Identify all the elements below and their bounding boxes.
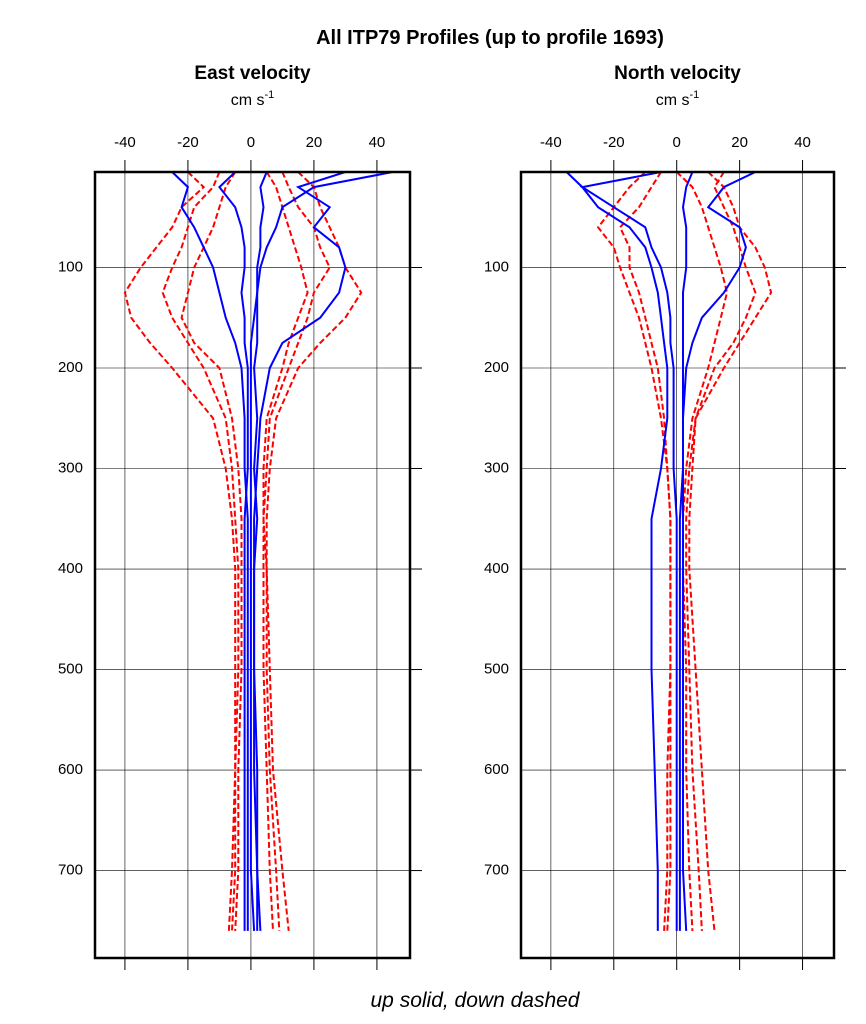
plot-frame bbox=[93, 170, 412, 960]
y-tick-label: 500 bbox=[58, 661, 83, 678]
down-profile bbox=[265, 172, 363, 932]
x-tick-label: -20 bbox=[177, 134, 199, 151]
down-profile bbox=[676, 172, 729, 931]
x-tick-label: -40 bbox=[114, 134, 136, 151]
down-profile bbox=[262, 172, 331, 931]
y-tick-label: 600 bbox=[484, 761, 509, 778]
units-exponent: -1 bbox=[690, 89, 700, 101]
y-tick-label: 100 bbox=[58, 258, 83, 275]
x-tick-label: 0 bbox=[247, 134, 255, 151]
y-tick-label: 500 bbox=[484, 661, 509, 678]
x-tick-label: 40 bbox=[369, 134, 386, 151]
up-profile bbox=[253, 172, 268, 931]
x-tick-label: -20 bbox=[603, 134, 625, 151]
y-tick-label: 400 bbox=[484, 560, 509, 577]
panel-units: cm s-1 bbox=[231, 89, 275, 109]
up-profile bbox=[579, 172, 678, 931]
y-tick-label: 300 bbox=[58, 459, 83, 476]
up-profile bbox=[565, 172, 669, 931]
y-tick-label: 100 bbox=[484, 258, 509, 275]
panel-units: cm s-1 bbox=[656, 89, 700, 109]
down-profile bbox=[262, 172, 309, 931]
x-tick-label: 40 bbox=[794, 134, 811, 151]
profiles bbox=[123, 172, 393, 932]
up-profile bbox=[681, 172, 694, 931]
x-tick-label: 20 bbox=[731, 134, 748, 151]
down-profile bbox=[161, 172, 240, 931]
down-profile bbox=[685, 172, 757, 931]
units-exponent: -1 bbox=[265, 89, 275, 101]
profiles bbox=[565, 172, 773, 932]
down-profile bbox=[123, 172, 237, 931]
x-tick-label: 0 bbox=[673, 134, 681, 151]
down-profile bbox=[688, 172, 773, 932]
down-profile bbox=[596, 172, 672, 931]
y-tick-label: 400 bbox=[58, 560, 83, 577]
y-tick-label: 700 bbox=[484, 862, 509, 879]
y-tick-label: 200 bbox=[484, 359, 509, 376]
up-profile bbox=[171, 172, 249, 931]
up-profile bbox=[218, 172, 249, 931]
x-tick-label: 20 bbox=[306, 134, 323, 151]
up-profile bbox=[678, 172, 756, 931]
footer-note: up solid, down dashed bbox=[371, 989, 581, 1012]
figure-title: All ITP79 Profiles (up to profile 1693) bbox=[316, 27, 664, 49]
y-tick-label: 600 bbox=[58, 761, 83, 778]
y-tick-label: 300 bbox=[484, 459, 509, 476]
units-text: cm s bbox=[656, 92, 690, 109]
plot-frame bbox=[519, 170, 836, 960]
units-text: cm s bbox=[231, 92, 265, 109]
y-tick-label: 200 bbox=[58, 359, 83, 376]
up-profile bbox=[249, 172, 393, 931]
panel-title: North velocity bbox=[614, 63, 741, 84]
panel-title: East velocity bbox=[194, 63, 311, 84]
y-tick-label: 700 bbox=[58, 862, 83, 879]
down-profile bbox=[180, 172, 243, 931]
x-tick-label: -40 bbox=[540, 134, 562, 151]
